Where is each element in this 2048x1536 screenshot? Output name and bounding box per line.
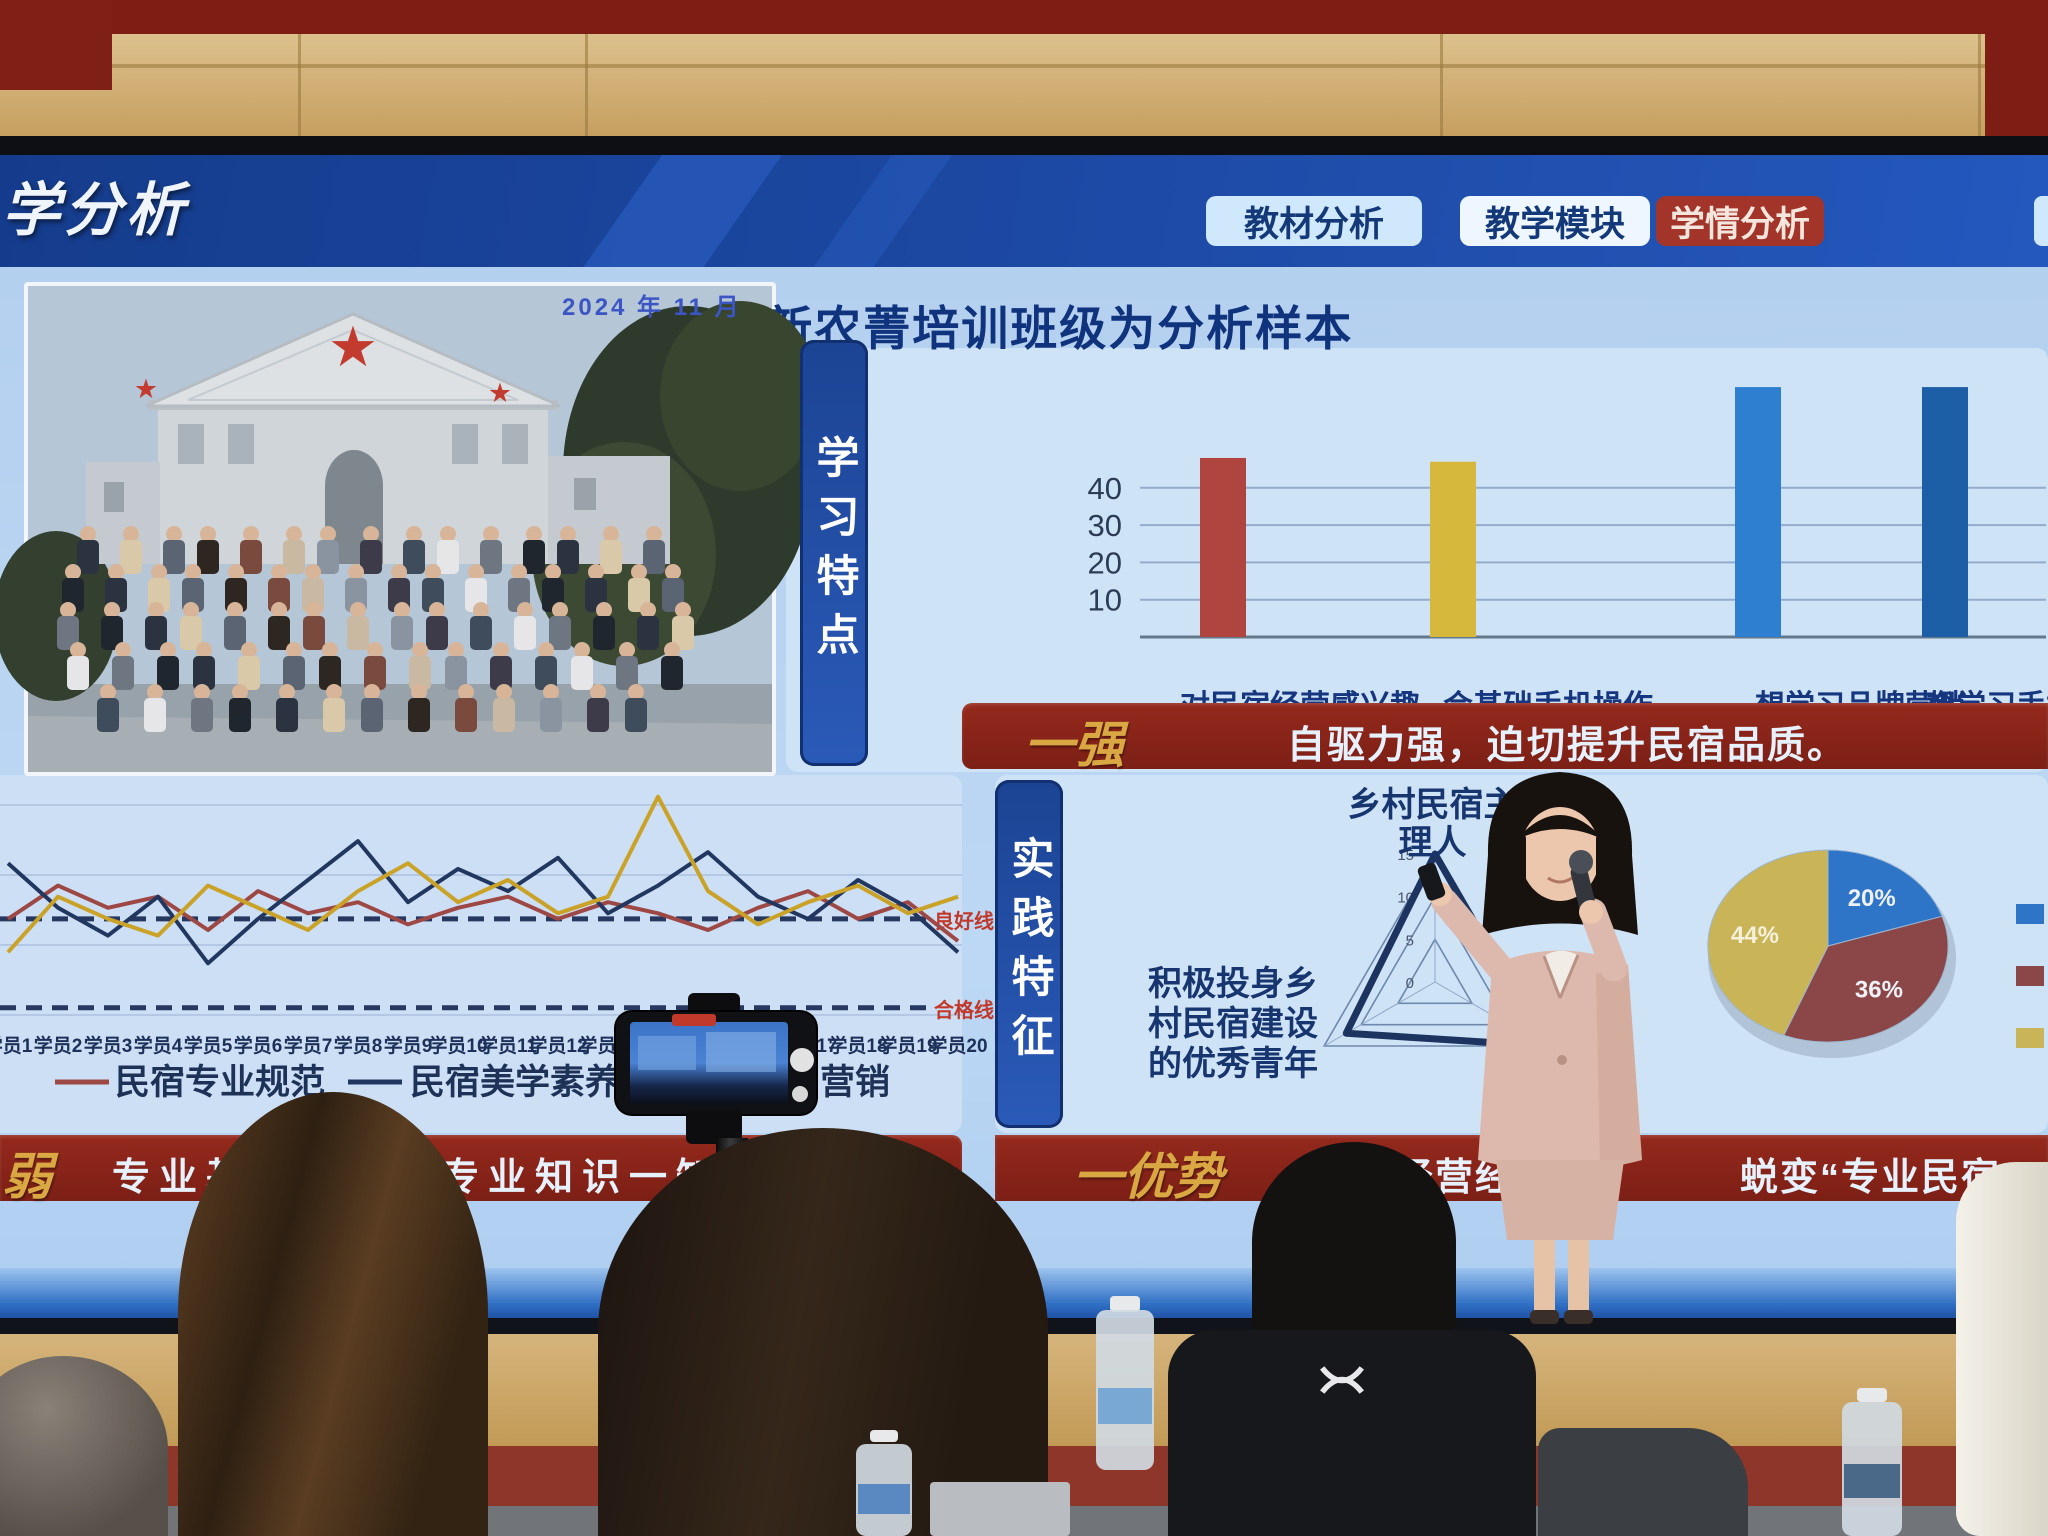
tab-label: 教材分析 xyxy=(1243,204,1384,244)
presenter xyxy=(1417,772,1642,1324)
banner-tag: 一强 xyxy=(1024,717,1124,773)
radar-title-line: 理人 xyxy=(1398,824,1467,862)
presenter-leg xyxy=(1534,1240,1555,1312)
wall-seam xyxy=(585,34,588,154)
photo-caption: 2024 年 11 月 xyxy=(562,294,742,321)
presenter-leg xyxy=(1568,1240,1589,1312)
wall-groove xyxy=(0,64,2048,68)
banner-tag: 弱 xyxy=(2,1149,52,1205)
presenter-skirt xyxy=(1496,1160,1624,1240)
wall-seam xyxy=(1978,34,1981,154)
wall-seam xyxy=(1440,34,1443,154)
audience-shoulders-black-shirt xyxy=(1168,1330,1536,1536)
wall-trim-top xyxy=(0,0,2048,34)
section-label-practice: 实践特征 xyxy=(995,780,1063,1128)
water-bottle xyxy=(1842,1388,1902,1536)
presenter-inner-top xyxy=(1544,950,1578,998)
audience-head-black-hair xyxy=(1252,1142,1456,1342)
header-streak xyxy=(793,155,967,267)
slide-header-partial-title: 学分析 xyxy=(2,178,189,243)
section-label-text: 实践特征 xyxy=(1005,836,1053,1072)
radar-title: 乡村民宿主 理人 xyxy=(1325,786,1540,862)
wall-panel xyxy=(0,34,2048,154)
banner-text-fragment: 蜕变“专业民宿 xyxy=(1740,1157,2002,1199)
audience-head-brown-hair xyxy=(178,1092,488,1536)
banner-strong: 一强 自驱力强，迫切提升民宿品质。 xyxy=(962,703,2048,773)
section-label-text: 学习特点 xyxy=(810,435,858,671)
wall-trim-left-corner xyxy=(0,0,112,90)
presenter-shoe xyxy=(1530,1310,1559,1324)
tab-xueqing-fenxi-active: 学情分析 xyxy=(1656,196,1824,246)
practice-side-text: 积极投身乡 村民宿建设 的优秀青年 xyxy=(1148,964,1338,1084)
led-screen-bezel xyxy=(0,136,2048,158)
phone-screen-preview xyxy=(638,1036,696,1070)
line-chart-panel xyxy=(0,775,962,1133)
tab-partial-cut xyxy=(2034,196,2048,246)
recording-indicator xyxy=(672,1014,716,1026)
tab-jiaoxue-mokuai: 教学模块 xyxy=(1460,196,1650,246)
tab-jiaocai-fenxi: 教材分析 xyxy=(1206,196,1422,246)
water-bottle xyxy=(1096,1296,1154,1470)
banner-tag: 一优势 xyxy=(1073,1149,1223,1205)
presenter-right-arm xyxy=(1431,888,1514,982)
header-streak xyxy=(563,155,797,267)
wall-seam xyxy=(298,34,301,154)
study-section-panel xyxy=(786,348,2048,772)
recording-phone xyxy=(616,1012,816,1114)
slide-title: 2024年度假区新农菁培训班级为分析样本 xyxy=(456,302,1354,355)
presenter-hand xyxy=(1579,900,1603,924)
tab-label: 教学模块 xyxy=(1484,204,1625,244)
wall-trim-right-corner xyxy=(1985,0,2048,148)
presenter-clicker xyxy=(1417,863,1446,901)
microphone-head xyxy=(1569,850,1593,874)
practice-side-text-line: 积极投身乡 xyxy=(1148,965,1318,1003)
practice-side-text-line: 的优秀青年 xyxy=(1148,1045,1318,1083)
phone-shutter-button xyxy=(790,1048,814,1072)
under-armour-logo-icon xyxy=(1320,1366,1364,1394)
section-label-study: 学习特点 xyxy=(800,340,868,766)
white-pillar xyxy=(1956,1162,2048,1536)
papers-on-table xyxy=(930,1482,1070,1536)
audience-head-gray xyxy=(0,1356,168,1536)
phone-screen-preview xyxy=(706,1032,776,1072)
presenter-shoe xyxy=(1564,1310,1593,1324)
phone-button xyxy=(792,1086,808,1102)
banner-text: 自驱力强，迫切提升民宿品质。 xyxy=(1287,725,1848,767)
tab-label: 学情分析 xyxy=(1669,204,1810,244)
practice-side-text-line: 村民宿建设 xyxy=(1148,1005,1318,1043)
water-bottle xyxy=(856,1430,912,1536)
audience-head-dark-hair xyxy=(598,1128,1048,1536)
radar-title-line: 乡村民宿主 xyxy=(1347,786,1518,824)
chair-back xyxy=(1538,1428,1748,1536)
phone-screen xyxy=(630,1022,788,1104)
